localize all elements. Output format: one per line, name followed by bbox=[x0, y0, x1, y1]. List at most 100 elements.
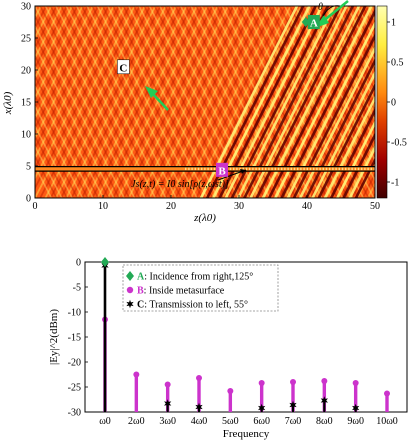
spectrum-y-tick-label-4: -20 bbox=[68, 358, 81, 369]
metasurface-stripe-5 bbox=[201, 167, 203, 171]
field-fringe-38 bbox=[138, 6, 240, 198]
field-fringe-5 bbox=[35, 6, 69, 70]
field-fringe-136 bbox=[200, 6, 302, 198]
spectrum-legend: A: Incidence from right,125° B: Inside me… bbox=[122, 264, 279, 312]
field-fringe-68 bbox=[294, 41, 375, 198]
spectrum-y-tick-label-2: -10 bbox=[68, 308, 81, 319]
heatmap-point-b: B bbox=[216, 162, 228, 177]
point-a-box bbox=[307, 15, 320, 29]
marker-b-7 bbox=[321, 378, 328, 384]
metasurface-stripe-37 bbox=[303, 167, 305, 171]
metasurface-stripe-4 bbox=[197, 167, 200, 171]
legend-marker-c bbox=[126, 299, 134, 309]
heatmap-y-tick-label-1: 5 bbox=[26, 162, 31, 173]
metasurface-stripe-48 bbox=[338, 167, 340, 171]
field-fringe-41 bbox=[153, 6, 256, 198]
spectrum-x-tick-label-4: 5ω0 bbox=[222, 416, 239, 427]
heatmap-x-tick-label-0: 0 bbox=[33, 201, 38, 212]
field-fringe-122 bbox=[127, 6, 229, 198]
heatmap-points: A B C bbox=[117, 15, 320, 177]
metasurface-stripe-2 bbox=[191, 167, 193, 171]
metasurface-stripe-49 bbox=[341, 167, 344, 171]
heatmap-x-tick-label-4: 40 bbox=[302, 201, 312, 212]
metasurface-stripe-42 bbox=[319, 167, 321, 171]
field-fringe-2 bbox=[35, 6, 53, 40]
field-fringe-98 bbox=[35, 64, 105, 198]
field-fringe-7 bbox=[35, 6, 79, 90]
field-fringe-36 bbox=[127, 6, 230, 198]
field-fringe-48 bbox=[190, 6, 292, 198]
spectrum-x-tick-label-2: 3ω0 bbox=[159, 416, 176, 427]
field-fringe-4 bbox=[35, 6, 63, 60]
field-fringe-93 bbox=[35, 114, 79, 198]
field-fringe-110 bbox=[65, 6, 167, 198]
field-fringe-9 bbox=[35, 6, 89, 110]
metasurface-stripe-3 bbox=[194, 167, 196, 171]
field-fringe-12 bbox=[35, 6, 105, 140]
field-fringe-135 bbox=[195, 6, 297, 198]
angle-arc bbox=[322, 5, 341, 17]
field-fringe-14 bbox=[35, 6, 115, 160]
source-arrow-head bbox=[240, 169, 246, 174]
marker-b-3 bbox=[196, 375, 202, 381]
point-b-label: B bbox=[218, 165, 226, 177]
metasurface-stripe-7 bbox=[207, 167, 209, 171]
field-fringe-40 bbox=[148, 6, 251, 198]
field-fringe-43 bbox=[164, 6, 266, 198]
field-fringe-101 bbox=[35, 34, 120, 198]
marker-b-6 bbox=[290, 379, 296, 385]
metasurface-stripe-35 bbox=[297, 167, 299, 171]
metasurface-stripe-40 bbox=[313, 167, 315, 171]
heatmap-y-tick-label-5: 25 bbox=[21, 34, 31, 45]
field-fringe-19 bbox=[39, 6, 141, 198]
spectrum-x-tick-label-0: ω0 bbox=[99, 416, 111, 427]
colorbar-ticks: 1 0.5 0 -0.5 -1 bbox=[387, 18, 407, 189]
field-fringe-109 bbox=[60, 6, 162, 198]
colorbar-tick-label-2: 0 bbox=[391, 98, 396, 109]
metasurface-stripe-29 bbox=[277, 167, 280, 171]
metasurface-stripe-14 bbox=[229, 167, 232, 171]
metasurface-stripe-53 bbox=[354, 167, 356, 171]
field-fringe-49 bbox=[195, 6, 297, 198]
metasurface-stripe-24 bbox=[261, 167, 264, 171]
marker-c-5 bbox=[258, 403, 266, 413]
field-fringe-91 bbox=[35, 134, 68, 198]
spectrum-y-axis: 0 -5 -10 -15 -20 -25 -30 bbox=[68, 258, 88, 419]
field-fringe-44 bbox=[169, 6, 271, 198]
field-fringe-78 bbox=[346, 142, 375, 198]
spectrum-y-tick-label-1: -5 bbox=[73, 283, 81, 294]
metasurface-stripe-27 bbox=[271, 167, 273, 171]
field-fringe-6 bbox=[35, 6, 74, 80]
spectrum-y-tick-label-6: -30 bbox=[68, 408, 81, 419]
spectrum-x-tick-label-6: 7ω0 bbox=[285, 416, 302, 427]
legend-entry-a: A: Incidence from right,125° bbox=[137, 272, 253, 283]
field-fringe-16 bbox=[35, 6, 126, 180]
metasurface-stripe-1 bbox=[188, 167, 190, 171]
metasurface-stripe-19 bbox=[245, 167, 248, 171]
heatmap-x-tick-label-2: 20 bbox=[166, 201, 176, 212]
metasurface-stripe-16 bbox=[236, 167, 238, 171]
field-fringe-73 bbox=[320, 91, 375, 198]
field-fringe-67 bbox=[289, 31, 375, 198]
legend-entry-b: B: Inside metasurface bbox=[137, 286, 225, 297]
spectrum-y-tick-label-0: 0 bbox=[76, 258, 81, 269]
metasurface-stripe-23 bbox=[258, 167, 260, 171]
marker-b-5 bbox=[258, 380, 265, 386]
spectrum-x-tick-label-9: 10ω0 bbox=[376, 416, 398, 427]
field-fringe-29 bbox=[91, 6, 193, 198]
field-fringe-92 bbox=[35, 124, 73, 198]
metasurface-stripe-44 bbox=[325, 167, 328, 171]
legend-key-c: C bbox=[137, 300, 144, 311]
field-fringe-114 bbox=[86, 6, 188, 198]
field-fringe-103 bbox=[35, 14, 131, 198]
field-fringe-10 bbox=[35, 6, 95, 120]
field-fringe-47 bbox=[185, 6, 287, 198]
field-fringe-99 bbox=[35, 54, 110, 198]
colorbar-gradient bbox=[376, 5, 388, 199]
field-fringe-96 bbox=[35, 84, 94, 198]
field-fringe-108 bbox=[54, 6, 157, 198]
field-fringe-106 bbox=[44, 6, 146, 198]
field-fringe-104 bbox=[35, 6, 136, 198]
spectrum-x-axis: ω0 2ω0 3ω0 4ω0 5ω0 6ω0 7ω0 8ω0 9ω0 10ω0 bbox=[99, 409, 398, 427]
